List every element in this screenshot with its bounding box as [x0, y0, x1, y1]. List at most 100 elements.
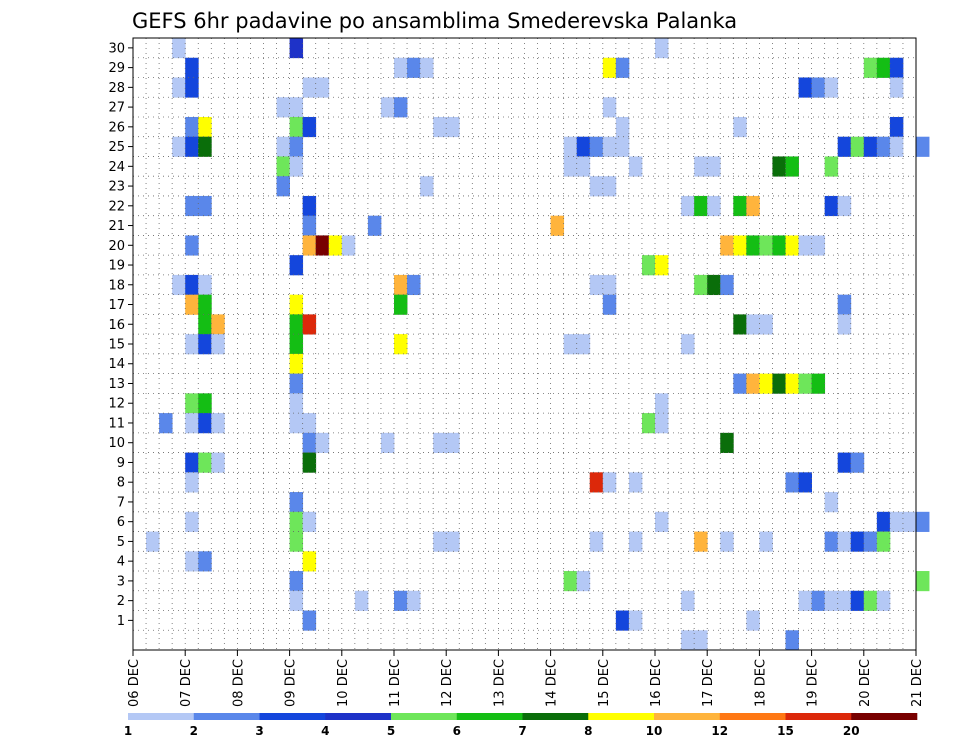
heatmap-cell [759, 235, 773, 256]
x-tick-label: 12 DEC [440, 659, 455, 707]
heatmap-cell [889, 136, 904, 157]
heatmap-cell [863, 136, 878, 157]
heatmap-cell [185, 294, 199, 315]
heatmap-cell [655, 38, 669, 59]
heatmap-cell [602, 97, 617, 118]
heatmap-cell [328, 235, 343, 256]
x-tick-label: 13 DEC [492, 659, 507, 707]
y-tick-label: 20 [108, 239, 125, 254]
heatmap-cell [681, 590, 695, 611]
heatmap-cell [289, 136, 304, 157]
heatmap-cell [198, 314, 212, 335]
heatmap-cell [289, 38, 304, 59]
heatmap-cell [380, 97, 395, 118]
heatmap-cell [407, 590, 421, 611]
y-tick-label: 26 [108, 120, 125, 135]
heatmap-cell [720, 274, 734, 296]
heatmap-cell [198, 452, 212, 473]
heatmap-cell [276, 176, 290, 197]
y-tick-label: 10 [108, 436, 125, 451]
heatmap-cell [185, 511, 199, 532]
heatmap-cell [302, 452, 317, 473]
heatmap-cell [876, 531, 891, 552]
heatmap-cell [759, 531, 773, 552]
x-tick-label: 14 DEC [545, 659, 560, 707]
heatmap-cell [185, 334, 199, 355]
heatmap-cell [615, 57, 630, 78]
heatmap-cell [694, 531, 708, 552]
heatmap-cell [681, 630, 695, 651]
heatmap-cell [837, 136, 852, 157]
heatmap-cell [720, 432, 734, 453]
y-tick-label: 30 [108, 41, 125, 56]
heatmap-cell [576, 571, 591, 592]
heatmap-cell [289, 492, 304, 513]
heatmap-cell [916, 136, 930, 157]
heatmap-cell [563, 334, 578, 355]
heatmap-cell [589, 472, 604, 493]
heatmap-cell [720, 235, 734, 256]
heatmap-cell [289, 116, 304, 138]
heatmap-cell [785, 373, 799, 394]
heatmap-cell [198, 116, 212, 138]
heatmap-cell [380, 432, 395, 453]
heatmap-cell [798, 235, 812, 256]
y-axis: 1234567891011121314151617181920212223242… [108, 41, 133, 629]
legend-swatch [391, 713, 458, 720]
heatmap-cell [811, 373, 826, 394]
heatmap-cell [811, 77, 826, 98]
heatmap-cell [837, 195, 852, 217]
heatmap-cell [602, 57, 617, 78]
heatmap-cell [602, 294, 617, 315]
heatmap-cell [172, 38, 186, 59]
heatmap-cell [550, 215, 565, 236]
heatmap-cell [276, 97, 290, 118]
heatmap-cell [407, 57, 421, 78]
heatmap-cell [694, 274, 708, 296]
heatmap-cell [146, 531, 160, 552]
heatmap-cell [707, 274, 721, 296]
heatmap-cell [876, 57, 891, 78]
heatmap-cell [615, 116, 630, 138]
heatmap-cell [185, 452, 199, 473]
heatmap-cell [302, 413, 317, 434]
y-tick-label: 15 [108, 338, 125, 353]
x-tick-label: 18 DEC [753, 659, 768, 707]
heatmap-cell [589, 136, 604, 157]
cells-layer [146, 38, 930, 651]
heatmap-cell [889, 511, 904, 532]
heatmap-cell [837, 314, 852, 335]
heatmap-cell [655, 413, 669, 434]
y-tick-label: 27 [108, 101, 125, 116]
y-tick-label: 19 [108, 259, 125, 274]
x-tick-label: 09 DEC [284, 659, 299, 707]
heatmap-cell [876, 511, 891, 532]
heatmap-cell [407, 274, 421, 296]
heatmap-cell [289, 353, 304, 375]
legend-label: 6 [453, 724, 461, 738]
heatmap-cell [615, 610, 630, 631]
heatmap-cell [289, 314, 304, 335]
heatmap-cell [811, 590, 826, 611]
heatmap-cell [198, 195, 212, 217]
heatmap-cell [746, 610, 760, 631]
heatmap-cell [446, 116, 460, 138]
heatmap-cell [185, 57, 199, 78]
x-tick-label: 17 DEC [701, 659, 716, 707]
legend-label: 2 [190, 724, 198, 738]
heatmap-cell [876, 590, 891, 611]
heatmap-cell [289, 571, 304, 592]
y-tick-label: 11 [108, 416, 125, 431]
heatmap-cell [394, 334, 408, 355]
y-tick-label: 28 [108, 81, 125, 96]
heatmap-cell [863, 57, 878, 78]
heatmap-cell [394, 294, 408, 315]
heatmap-cell [446, 432, 460, 453]
heatmap-cell [733, 235, 747, 256]
heatmap-cell [185, 393, 199, 414]
heatmap-cell [289, 511, 304, 532]
chart-title: GEFS 6hr padavine po ansamblima Smederev… [132, 9, 737, 33]
heatmap-cell [172, 77, 186, 98]
heatmap-cell [824, 156, 839, 177]
